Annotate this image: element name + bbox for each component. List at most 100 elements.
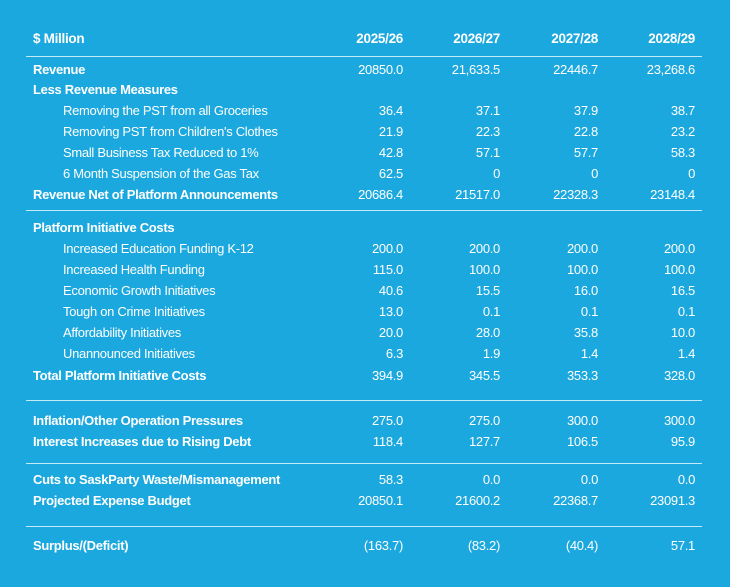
table-row: Removing the PST from all Groceries 36.4 3… [0, 101, 730, 121]
table-row: Cuts to SaskParty Waste/Mismanagement 58.… [0, 470, 730, 490]
cell-value: 106.5 [566, 434, 598, 449]
cell-value: 22.8 [573, 124, 598, 139]
year-header: 2026/27 [453, 31, 500, 46]
cell-value: 115.0 [372, 262, 403, 277]
table-row: Less Revenue Measures [0, 80, 730, 100]
cell-value: 345.5 [468, 368, 500, 383]
cell-value: 0.1 [580, 304, 598, 319]
row-label: Increased Health Funding [63, 262, 205, 277]
cell-value: 37.1 [475, 103, 500, 118]
row-label: Small Business Tax Reduced to 1% [63, 145, 259, 160]
row-label: Platform Initiative Costs [33, 220, 175, 235]
cell-value: 16.5 [670, 283, 695, 298]
table-row: Unannounced Initiatives 6.3 1.9 1.4 1.4 [0, 344, 730, 364]
row-label: 6 Month Suspension of the Gas Tax [63, 166, 259, 181]
header-row: $ Million 2025/26 2026/27 2027/28 2028/2… [0, 29, 730, 49]
cell-value: 58.3 [670, 145, 695, 160]
year-header: 2027/28 [551, 31, 598, 46]
header-label: $ Million [33, 31, 85, 46]
row-label: Increased Education Funding K-12 [63, 241, 254, 256]
cell-value: 58.3 [378, 472, 403, 487]
row-label: Unannounced Initiatives [63, 346, 195, 361]
cell-value: 22.3 [475, 124, 500, 139]
year-header: 2025/26 [356, 31, 403, 46]
row-label: Affordability Initiatives [63, 325, 181, 340]
cell-value: 22446.7 [553, 62, 598, 77]
cell-value: 200.0 [371, 241, 403, 256]
cell-value: (163.7) [363, 538, 403, 553]
table-row: Removing PST from Children's Clothes 21.9… [0, 122, 730, 142]
cell-value: 20.0 [378, 325, 403, 340]
cell-value: 57.1 [475, 145, 500, 160]
cell-value: 38.7 [670, 103, 695, 118]
table-row: Increased Education Funding K-12 200.0 200… [0, 239, 730, 259]
table-row: Projected Expense Budget 20850.1 21600.2 22… [0, 491, 730, 511]
cell-value: 42.8 [378, 145, 403, 160]
cell-value: 23.2 [670, 124, 695, 139]
table-row: Inflation/Other Operation Pressures 275.0… [0, 411, 730, 431]
cell-value: 15.5 [475, 283, 500, 298]
cell-value: 100.0 [663, 262, 695, 277]
cell-value: 16.0 [573, 283, 598, 298]
table-row: Surplus/(Deficit) (163.7) (83.2) (40.4) 57.1 [0, 536, 730, 556]
cell-value: 21517.0 [455, 187, 500, 202]
cell-value: 100.0 [566, 262, 598, 277]
row-label: Cuts to SaskParty Waste/Mismanagement [33, 472, 281, 487]
cell-value: 23091.3 [650, 493, 695, 508]
divider [26, 526, 702, 527]
cell-value: 300.0 [566, 413, 598, 428]
row-label: Less Revenue Measures [33, 82, 178, 97]
row-label: Economic Growth Initiatives [63, 283, 216, 298]
cell-value: 300.0 [663, 413, 695, 428]
cell-value: 275.0 [468, 413, 500, 428]
cell-value: 0 [591, 166, 598, 181]
cell-value: (83.2) [467, 538, 500, 553]
divider [26, 400, 702, 401]
cell-value: 22328.3 [553, 187, 598, 202]
cell-value: 21600.2 [455, 493, 500, 508]
cell-value: 35.8 [573, 325, 598, 340]
row-label: Surplus/(Deficit) [33, 538, 129, 553]
row-label: Projected Expense Budget [33, 493, 191, 508]
table-row: Tough on Crime Initiatives 13.0 0.1 0.1 0.1 [0, 302, 730, 322]
cell-value: 275.0 [371, 413, 403, 428]
cell-value: 62.5 [378, 166, 403, 181]
table-row: Platform Initiative Costs [0, 218, 730, 238]
table-row: Interest Increases due to Rising Debt 118… [0, 432, 730, 452]
cell-value: 10.0 [670, 325, 695, 340]
row-label: Revenue [33, 62, 86, 77]
cell-value: 118.4 [372, 434, 403, 449]
table-row: Revenue Net of Platform Announcements 206… [0, 185, 730, 205]
cell-value: 40.6 [378, 283, 403, 298]
cell-value: 57.7 [573, 145, 598, 160]
cell-value: 100.0 [468, 262, 500, 277]
row-label: Revenue Net of Platform Announcements [33, 187, 278, 202]
row-label: Removing the PST from all Groceries [63, 103, 268, 118]
table-row: Small Business Tax Reduced to 1% 42.8 57.1… [0, 143, 730, 163]
divider [26, 56, 702, 57]
cell-value: 1.4 [580, 346, 598, 361]
cell-value: 20686.4 [358, 187, 403, 202]
cell-value: 36.4 [378, 103, 403, 118]
cell-value: 22368.7 [553, 493, 598, 508]
cell-value: 37.9 [573, 103, 598, 118]
cell-value: 95.9 [670, 434, 695, 449]
table-row: Revenue 20850.0 21,633.5 22446.7 23,268.6 [0, 60, 730, 80]
cell-value: 200.0 [468, 241, 500, 256]
cell-value: 23,268.6 [646, 62, 696, 77]
cell-value: 394.9 [371, 368, 403, 383]
row-label: Total Platform Initiative Costs [33, 368, 207, 383]
cell-value: 21.9 [378, 124, 403, 139]
table-row: Total Platform Initiative Costs 394.9 345.… [0, 366, 730, 386]
table-row: Economic Growth Initiatives 40.6 15.5 16.0 1… [0, 281, 730, 301]
cell-value: 0 [688, 166, 695, 181]
cell-value: 353.3 [566, 368, 598, 383]
table-row: 6 Month Suspension of the Gas Tax 62.5 0 0 0 [0, 164, 730, 184]
cell-value: 21,633.5 [451, 62, 501, 77]
cell-value: 200.0 [663, 241, 695, 256]
cell-value: 0.1 [482, 304, 500, 319]
cell-value: 1.4 [677, 346, 695, 361]
cell-value: 328.0 [663, 368, 695, 383]
cell-value: 6.3 [385, 346, 403, 361]
cell-value: 1.9 [482, 346, 500, 361]
